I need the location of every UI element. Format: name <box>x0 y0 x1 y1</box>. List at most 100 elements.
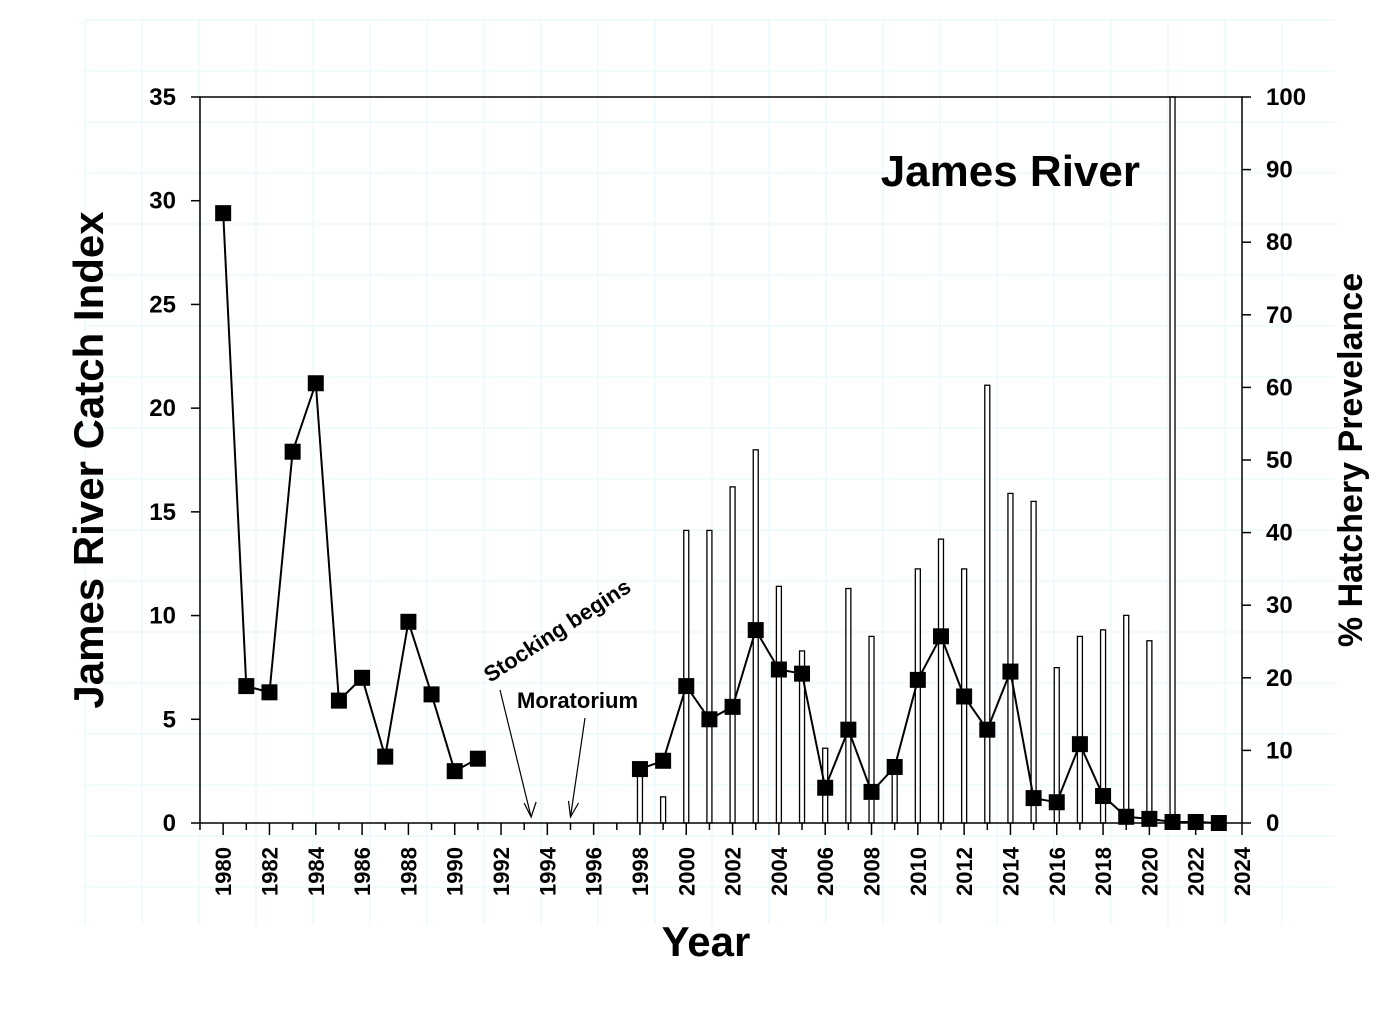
x-tick-label: 2018 <box>1091 847 1116 896</box>
x-axis: 1980 1982 1984 1986 1988 1990 1992 1994 1996 1998… <box>199 823 1255 896</box>
catch-marker-2013 <box>979 721 996 738</box>
y2-tick-label: 0 <box>1266 810 1279 837</box>
catch-line-segment-2 <box>639 627 1219 824</box>
catch-marker-1980 <box>215 205 232 222</box>
hatchery-bar-2014 <box>1007 492 1014 824</box>
x-tick-label: 1980 <box>211 847 236 896</box>
hatchery-bar-2013 <box>984 384 991 824</box>
x-tick-label: 2006 <box>813 847 838 896</box>
x-tick-label: 1998 <box>628 847 653 896</box>
hatchery-bar-2017 <box>1076 635 1084 824</box>
y2-tick-label: 30 <box>1266 592 1293 619</box>
x-tick-label: 1996 <box>582 847 607 896</box>
catch-index-markers <box>215 205 1227 831</box>
x-tick-label: 2002 <box>721 847 746 896</box>
y2-tick-label: 100 <box>1266 84 1306 111</box>
catch-marker-1983 <box>284 443 301 460</box>
hatchery-bar-2011 <box>937 538 945 824</box>
hatchery-bar-2021 <box>1169 96 1176 824</box>
y2-tick-label: 60 <box>1266 374 1293 401</box>
x-tick-label: 2000 <box>674 847 699 896</box>
catch-marker-1984 <box>307 375 324 392</box>
x-tick-label: 2004 <box>767 846 792 896</box>
y-tick-label: 25 <box>149 291 176 318</box>
y-tick-label: 20 <box>149 395 176 422</box>
catch-marker-1985 <box>330 692 347 709</box>
hatchery-bars <box>636 96 1176 824</box>
right-y-axis: 0 10 20 30 40 50 60 70 80 90 100 <box>1242 84 1306 837</box>
y2-tick-label: 90 <box>1266 157 1293 184</box>
x-axis-title: Year <box>662 918 751 965</box>
catch-line-segment-1 <box>222 213 479 773</box>
x-tick-label: 2008 <box>860 847 885 896</box>
catch-marker-2015 <box>1025 790 1042 807</box>
hatchery-bar-2007 <box>845 587 852 824</box>
x-tick-label: 1984 <box>304 846 329 896</box>
hatchery-bar-1999 <box>659 796 667 824</box>
moratorium-label: Moratorium <box>517 688 638 713</box>
catch-marker-2000 <box>678 678 695 695</box>
catch-marker-1987 <box>377 748 394 765</box>
x-tick-label: 2012 <box>952 847 977 896</box>
y2-tick-label: 40 <box>1266 520 1293 547</box>
catch-marker-2004 <box>770 661 787 678</box>
catch-marker-1986 <box>354 669 371 686</box>
moratorium-arrowhead <box>567 800 580 819</box>
y2-tick-label: 10 <box>1266 737 1293 764</box>
catch-marker-1989 <box>423 686 440 703</box>
catch-marker-2021 <box>1164 813 1181 830</box>
x-tick-label: 1992 <box>489 847 514 896</box>
catch-marker-2001 <box>701 711 718 728</box>
catch-index-lines <box>222 213 1219 824</box>
x-tick-label: 2024 <box>1230 846 1255 896</box>
hatchery-bar-2010 <box>914 568 921 824</box>
y2-tick-label: 80 <box>1266 229 1293 256</box>
catch-marker-1990 <box>446 763 463 780</box>
x-tick-label: 2016 <box>1045 847 1070 896</box>
y-tick-label: 15 <box>149 499 176 526</box>
hatchery-bar-2020 <box>1146 640 1153 824</box>
catch-marker-2022 <box>1187 813 1204 830</box>
catch-marker-1991 <box>469 750 486 767</box>
catch-marker-2017 <box>1071 736 1088 753</box>
stocking-begins-label: Stocking begins <box>479 574 635 688</box>
x-tick-label: 2022 <box>1184 847 1209 896</box>
hatchery-bar-2002 <box>729 486 736 824</box>
y2-tick-label: 20 <box>1266 665 1293 692</box>
y-tick-label: 0 <box>163 810 176 837</box>
catch-marker-2006 <box>817 779 834 796</box>
x-tick-label: 1982 <box>257 847 282 896</box>
x-tick-label: 2010 <box>906 847 931 896</box>
hatchery-bar-2019 <box>1123 614 1130 824</box>
x-tick-label: 1988 <box>396 847 421 896</box>
catch-marker-1999 <box>655 752 672 769</box>
x-tick-label: 1994 <box>535 846 560 896</box>
y-tick-label: 10 <box>149 603 176 630</box>
catch-marker-2008 <box>863 783 880 800</box>
catch-marker-2003 <box>747 622 764 639</box>
catch-marker-2020 <box>1141 810 1158 827</box>
catch-marker-1998 <box>631 761 648 778</box>
hatchery-bar-2000 <box>683 529 690 824</box>
stocking-arrowhead <box>523 801 537 819</box>
catch-marker-2012 <box>956 688 973 705</box>
y-axis-title: James River Catch Index <box>65 211 112 709</box>
catch-marker-1981 <box>238 678 255 695</box>
y-tick-label: 5 <box>163 706 176 733</box>
y2-axis-title: % Hatchery Prevelance <box>1332 273 1370 647</box>
catch-marker-2018 <box>1095 788 1112 805</box>
y2-tick-label: 50 <box>1266 447 1293 474</box>
chart-title: James River <box>881 147 1140 196</box>
x-tick-label: 2014 <box>998 846 1023 896</box>
catch-marker-1988 <box>400 613 417 630</box>
catch-marker-2010 <box>909 671 926 688</box>
catch-marker-2016 <box>1048 794 1065 811</box>
catch-marker-2005 <box>794 665 811 682</box>
catch-marker-2023 <box>1210 815 1227 831</box>
hatchery-bar-2015 <box>1030 500 1037 824</box>
x-tick-label: 2020 <box>1137 847 1162 896</box>
hatchery-bar-1998 <box>636 769 644 824</box>
catch-marker-2007 <box>840 721 857 738</box>
